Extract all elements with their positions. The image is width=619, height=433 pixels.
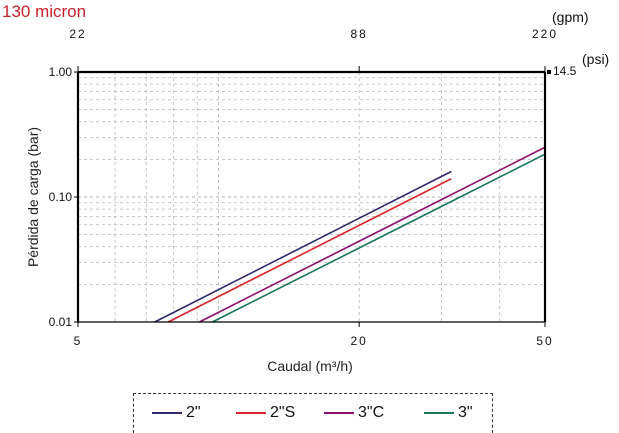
top-tick-label: 22 xyxy=(69,27,86,41)
legend-label: 2" xyxy=(186,404,201,421)
legend-item: 3"C xyxy=(324,403,384,423)
series-line xyxy=(199,146,546,323)
x-axis-label: Caudal (m³/h) xyxy=(267,358,353,374)
y-tick-label: 1.00 xyxy=(49,65,73,79)
right-axis-unit: (psi) xyxy=(582,51,609,67)
legend-swatch xyxy=(324,412,354,414)
axes: 5 20 50 0.01 0.10 1.00 22 88 220 (gpm) 14.5 (psi) xyxy=(49,9,610,348)
legend-item: 2"S xyxy=(236,403,295,423)
y-tick-label: 0.10 xyxy=(49,190,73,204)
legend-item: 2" xyxy=(152,403,201,423)
series-line xyxy=(212,153,546,323)
grid xyxy=(78,72,545,322)
series-line xyxy=(154,170,452,323)
top-axis-unit: (gpm) xyxy=(552,9,589,25)
legend-label: 2"S xyxy=(270,404,296,421)
y-axis-label: Pérdida de carga (bar) xyxy=(25,127,41,267)
legend-swatch xyxy=(236,412,266,414)
legend-swatch xyxy=(152,412,182,414)
top-tick-label: 88 xyxy=(350,27,367,41)
top-tick-label: 220 xyxy=(532,27,558,41)
series-line xyxy=(167,178,452,323)
x-tick-label: 20 xyxy=(350,334,367,348)
legend-swatch xyxy=(424,412,454,414)
right-tick xyxy=(547,70,551,74)
x-tick-label: 50 xyxy=(536,334,553,348)
chart-title: 130 micron xyxy=(2,2,87,21)
legend-item: 3" xyxy=(424,403,473,423)
legend: 2" 2"S 3"C 3" xyxy=(133,393,493,433)
right-tick-label: 14.5 xyxy=(553,64,577,78)
x-tick-label: 5 xyxy=(74,334,83,348)
series-group xyxy=(154,146,546,323)
y-tick-label: 0.01 xyxy=(49,315,73,329)
legend-label: 3"C xyxy=(358,404,385,421)
legend-label: 3" xyxy=(458,404,473,421)
